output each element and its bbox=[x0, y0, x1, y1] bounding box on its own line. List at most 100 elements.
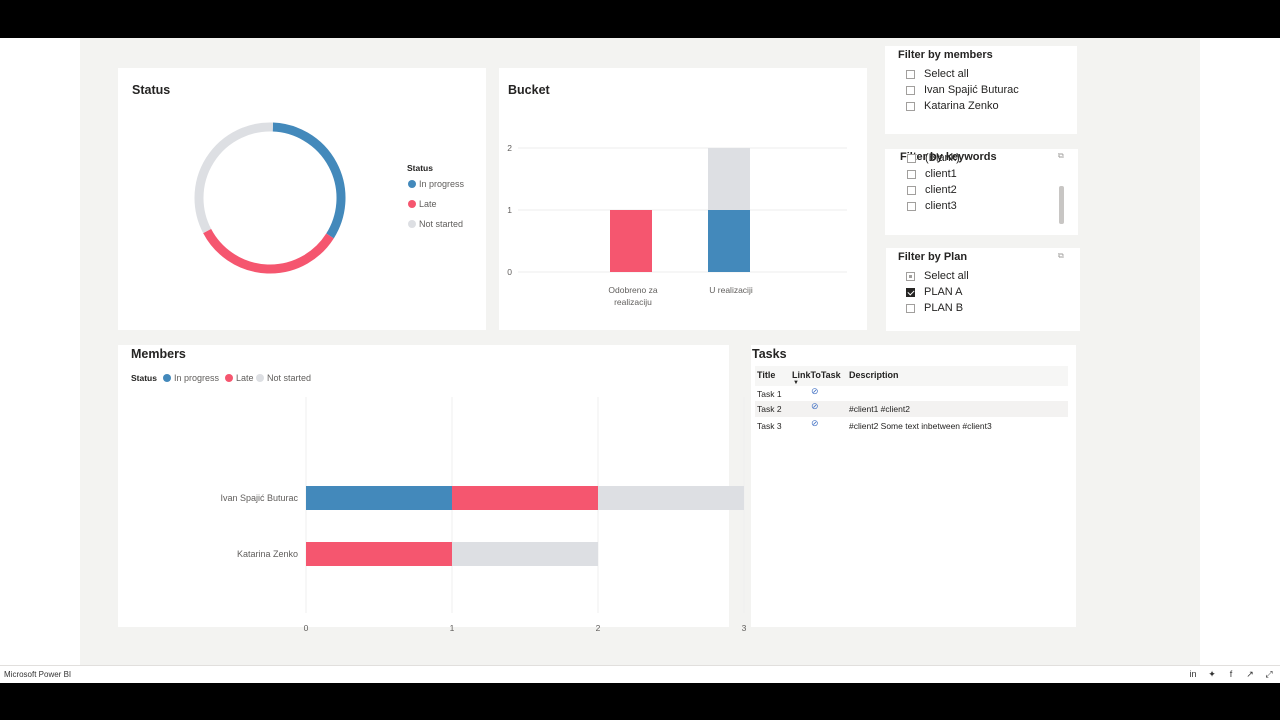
footer-bar: Microsoft Power BI in ✦ f ↗ ⤢ bbox=[0, 665, 1280, 683]
tasks-card[interactable]: Tasks Title LinkToTask ▼ Description Tas… bbox=[751, 345, 1076, 627]
x-category-label: realizaciju bbox=[614, 297, 652, 307]
status-legend-item[interactable]: Late bbox=[408, 199, 437, 209]
checkbox[interactable] bbox=[906, 303, 915, 313]
status-legend-item[interactable]: Not started bbox=[408, 219, 463, 229]
slicer-item[interactable]: Katarina Zenko bbox=[906, 100, 999, 112]
checkbox[interactable] bbox=[907, 169, 916, 179]
bucket-card-title: Bucket bbox=[508, 83, 550, 97]
filter-members-title: Filter by members bbox=[898, 49, 993, 61]
checkbox[interactable] bbox=[906, 85, 915, 95]
bucket-bar-chart[interactable]: 0 1 2 Odobreno za realizaciju U realizaciji bbox=[499, 98, 859, 307]
legend-label: In progress bbox=[174, 373, 220, 383]
member-bar[interactable] bbox=[452, 486, 598, 510]
donut-slice-late[interactable] bbox=[203, 228, 334, 274]
x-tick-label: 2 bbox=[596, 623, 601, 633]
link-icon[interactable]: ⊘ bbox=[811, 401, 819, 411]
sort-arrow-icon: ▼ bbox=[793, 380, 799, 386]
donut-slice-not-started[interactable] bbox=[194, 122, 274, 234]
slicer-item-label: client1 bbox=[925, 168, 957, 180]
filter-plan-slicer[interactable]: Filter by Plan ⧉ Select all PLAN A PLAN B bbox=[886, 248, 1080, 331]
task-title-cell: Task 2 bbox=[757, 404, 782, 414]
member-bar[interactable] bbox=[306, 542, 452, 566]
checkbox[interactable] bbox=[907, 201, 916, 211]
table-header-bg bbox=[755, 366, 1068, 386]
x-category-label: U realizaciji bbox=[709, 285, 753, 295]
member-bar[interactable] bbox=[306, 486, 452, 510]
slicer-item[interactable]: Select all bbox=[906, 270, 969, 282]
legend-dot-late bbox=[408, 200, 416, 208]
filter-members-slicer[interactable]: Filter by members Select all Ivan Spajić … bbox=[885, 46, 1077, 134]
column-header-description[interactable]: Description bbox=[849, 370, 899, 380]
filter-keywords-slicer[interactable]: Filter by keywords ⧉ (Blank) client1 clien… bbox=[885, 149, 1078, 235]
slicer-item[interactable]: client2 bbox=[907, 184, 957, 196]
x-tick-label: 3 bbox=[742, 623, 747, 633]
members-legend-title: Status bbox=[131, 373, 157, 383]
bucket-bar[interactable] bbox=[708, 210, 750, 272]
members-card-title: Members bbox=[131, 347, 186, 361]
legend-dot-in-progress bbox=[408, 180, 416, 188]
slicer-item[interactable]: client1 bbox=[907, 168, 957, 180]
slicer-item-label: Select all bbox=[924, 270, 969, 282]
column-header-title[interactable]: Title bbox=[757, 370, 776, 380]
link-icon[interactable]: ⊘ bbox=[811, 386, 819, 396]
slicer-item[interactable]: (Blank) bbox=[907, 152, 960, 164]
legend-label: Not started bbox=[267, 373, 312, 383]
x-tick-label: 1 bbox=[450, 623, 455, 633]
link-icon[interactable]: ⊘ bbox=[811, 418, 819, 428]
legend-dot-not-started bbox=[408, 220, 416, 228]
y-tick-label: 2 bbox=[507, 143, 512, 153]
table-row-highlight bbox=[755, 401, 1068, 417]
brand-label[interactable]: Microsoft Power BI bbox=[4, 670, 72, 679]
member-bar[interactable] bbox=[598, 486, 744, 510]
y-tick-label: 0 bbox=[507, 267, 512, 277]
facebook-icon[interactable]: f bbox=[1229, 669, 1233, 679]
linkedin-icon[interactable]: in bbox=[1189, 669, 1197, 679]
task-description-cell: #client1 #client2 bbox=[849, 404, 910, 414]
slicer-item-label: Katarina Zenko bbox=[924, 100, 999, 112]
column-header-link[interactable]: LinkToTask bbox=[792, 370, 841, 380]
slicer-item[interactable]: Ivan Spajić Buturac bbox=[906, 84, 1019, 96]
legend-label: Not started bbox=[419, 219, 464, 229]
members-legend-item[interactable]: Late bbox=[225, 373, 254, 383]
x-tick-label: 0 bbox=[304, 623, 309, 633]
twitter-icon[interactable]: ✦ bbox=[1208, 669, 1216, 679]
bucket-bar[interactable] bbox=[708, 148, 750, 210]
member-bar[interactable] bbox=[452, 542, 598, 566]
x-category-label: Odobreno za bbox=[608, 285, 657, 295]
slicer-item[interactable]: PLAN B bbox=[906, 302, 963, 314]
checkbox[interactable] bbox=[906, 101, 915, 111]
checkbox[interactable] bbox=[906, 287, 915, 297]
checkbox[interactable] bbox=[906, 271, 915, 281]
fullscreen-icon[interactable]: ⤢ bbox=[1265, 669, 1273, 679]
members-legend-item[interactable]: In progress bbox=[163, 373, 219, 383]
members-bar-chart[interactable]: 0 1 2 3 Ivan Spajić Buturac Katarina Zenko bbox=[118, 387, 747, 633]
members-legend-item[interactable]: Not started bbox=[256, 373, 311, 383]
report-stage: Status Status In progress Late Not start… bbox=[0, 38, 1280, 665]
slicer-item-label: PLAN A bbox=[924, 286, 963, 298]
slicer-item[interactable]: PLAN A bbox=[906, 286, 963, 298]
checkbox[interactable] bbox=[907, 185, 916, 195]
status-legend-item[interactable]: In progress bbox=[408, 179, 464, 189]
expand-icon[interactable]: ⧉ bbox=[1058, 151, 1064, 160]
bucket-bar[interactable] bbox=[610, 210, 652, 272]
legend-label: In progress bbox=[419, 179, 465, 189]
filter-plan-title: Filter by Plan bbox=[898, 251, 968, 263]
status-card[interactable]: Status Status In progress Late Not start… bbox=[118, 68, 486, 330]
bucket-card[interactable]: Bucket 0 1 2 Odobreno za realizaciju U realiz… bbox=[499, 68, 867, 330]
checkbox[interactable] bbox=[906, 69, 915, 79]
slicer-item-label: client2 bbox=[925, 184, 957, 196]
y-tick-label: 1 bbox=[507, 205, 512, 215]
scrollbar-thumb[interactable] bbox=[1059, 186, 1064, 224]
slicer-item[interactable]: client3 bbox=[907, 200, 957, 212]
share-icon[interactable]: ↗ bbox=[1246, 669, 1254, 679]
donut-slice-in-progress[interactable] bbox=[272, 122, 346, 239]
y-category-label: Katarina Zenko bbox=[237, 549, 298, 559]
report-canvas: Status Status In progress Late Not start… bbox=[80, 38, 1200, 665]
members-card[interactable]: Members Status In progress Late Not star… bbox=[118, 345, 747, 633]
expand-icon[interactable]: ⧉ bbox=[1058, 251, 1064, 260]
y-category-label: Ivan Spajić Buturac bbox=[220, 493, 298, 503]
status-donut-chart[interactable] bbox=[185, 113, 355, 283]
slicer-item[interactable]: Select all bbox=[906, 68, 969, 80]
tasks-card-title: Tasks bbox=[752, 347, 787, 361]
checkbox[interactable] bbox=[907, 153, 916, 163]
